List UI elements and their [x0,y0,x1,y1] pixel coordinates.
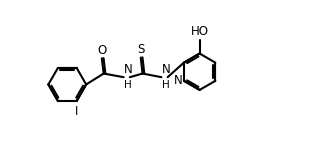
Text: S: S [137,43,144,56]
Text: N: N [174,74,183,87]
Text: N: N [162,63,171,76]
Text: HO: HO [191,25,209,38]
Text: O: O [97,44,107,57]
Text: H: H [124,80,132,90]
Text: H: H [162,80,170,90]
Text: I: I [75,105,78,118]
Text: N: N [124,63,133,76]
